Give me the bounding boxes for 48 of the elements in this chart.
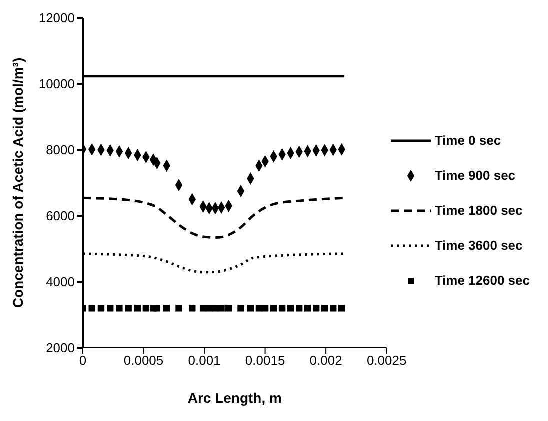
y-tick-label: 10000	[38, 76, 75, 92]
point	[212, 305, 219, 312]
point	[189, 305, 196, 312]
point	[142, 305, 150, 312]
point	[278, 305, 286, 312]
point	[287, 305, 294, 312]
point	[88, 305, 96, 312]
x-tick-label: 0.0005	[124, 353, 164, 368]
point	[200, 305, 207, 312]
point	[296, 305, 303, 312]
point	[206, 305, 213, 312]
x-axis-title: Arc Length, m	[188, 390, 282, 406]
point	[312, 305, 320, 312]
y-tick-label: 8000	[46, 142, 75, 158]
x-tick-label: 0.002	[310, 353, 342, 368]
point	[321, 305, 328, 312]
point	[247, 305, 254, 312]
point	[338, 305, 346, 312]
point	[238, 305, 244, 312]
point	[330, 305, 337, 312]
legend-label: Time 900 sec	[434, 168, 516, 183]
point	[270, 305, 278, 312]
point	[225, 305, 232, 312]
point	[154, 305, 160, 312]
x-tick-label: 0	[79, 353, 87, 368]
point	[262, 305, 269, 312]
point	[164, 305, 170, 312]
point	[304, 305, 312, 312]
point	[106, 305, 114, 312]
point	[98, 305, 105, 312]
y-tick-label: 2000	[46, 340, 75, 356]
legend-label: Time 1800 sec	[434, 203, 523, 218]
x-tick-label: 0.0025	[366, 353, 407, 368]
x-tick-label: 0.0015	[245, 353, 286, 368]
point	[125, 305, 132, 312]
point	[256, 305, 263, 312]
y-tick-label: 12000	[38, 10, 75, 26]
point	[116, 305, 123, 312]
y-tick-label: 4000	[46, 274, 75, 290]
legend-label: Time 0 sec	[434, 133, 502, 148]
point	[134, 305, 142, 312]
point	[218, 305, 225, 312]
y-axis-title: Concentration of Acetic Acid (mol/m³)	[10, 58, 26, 308]
legend-label: Time 3600 sec	[434, 238, 523, 253]
x-tick-label: 0.001	[188, 353, 221, 368]
point	[176, 305, 182, 312]
legend-label: Time 12600 sec	[434, 273, 530, 288]
y-tick-label: 6000	[46, 208, 75, 224]
